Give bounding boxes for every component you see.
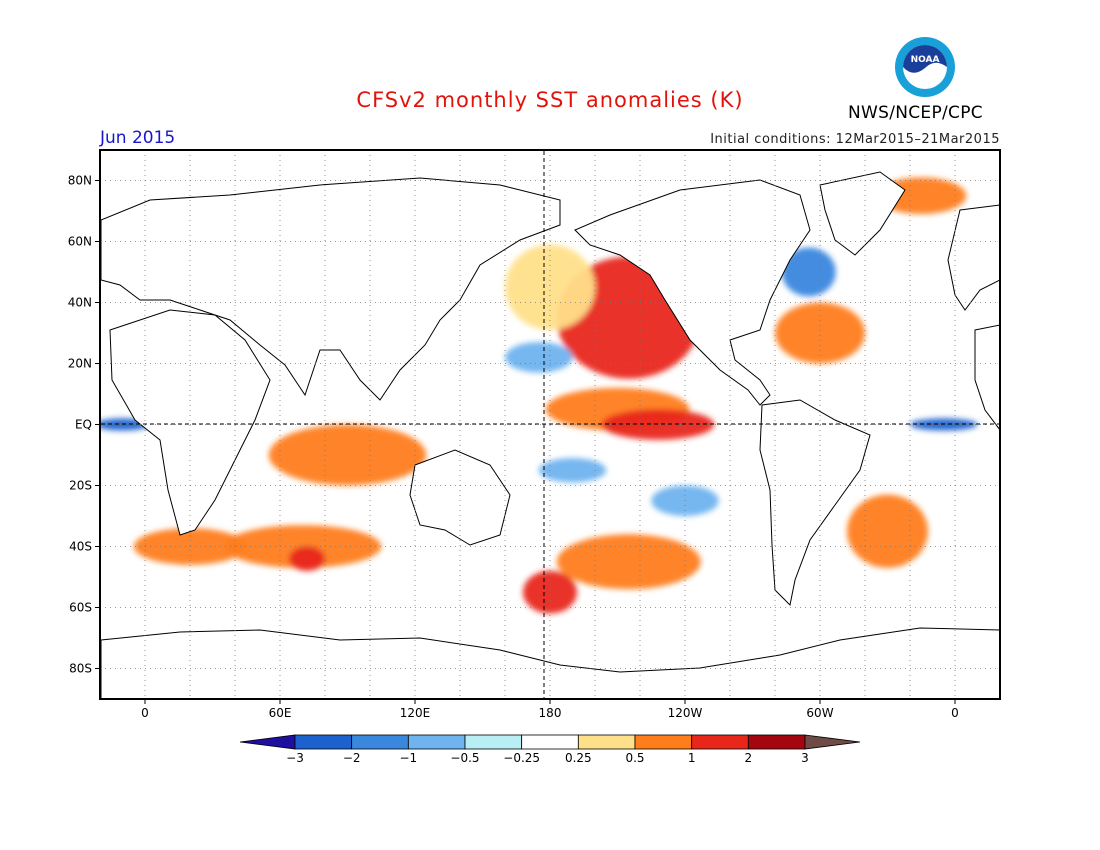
colorbar-swatch <box>521 734 579 750</box>
anomaly-region-5 <box>268 424 427 486</box>
continents <box>101 171 1000 699</box>
colorbar-label: −0.25 <box>503 751 540 765</box>
anomaly-region-17 <box>538 458 607 483</box>
north-america-landmass <box>574 179 811 406</box>
colorbar-swatch <box>351 734 409 750</box>
lon-tick-label: 120W <box>668 706 703 720</box>
anomaly-region-3 <box>505 244 595 330</box>
colorbar-swatch <box>464 734 523 750</box>
colorbar-swatch <box>407 734 466 750</box>
lat-tick-label: 40S <box>69 540 92 554</box>
anomaly-region-6 <box>223 525 382 568</box>
anomaly-region-2 <box>601 409 715 440</box>
chart-title: CFSv2 monthly SST anomalies (K) <box>356 88 744 112</box>
anomaly-region-4 <box>775 302 865 364</box>
anomaly-layer <box>101 177 978 614</box>
lon-tick-label: 0 <box>141 706 149 720</box>
colorbar-swatch <box>747 734 806 750</box>
anomaly-region-9 <box>523 570 577 614</box>
lon-tick-label: 120E <box>400 706 431 720</box>
africa-wrap-landmass <box>974 324 1000 431</box>
latitude-axis: 80N 60N 40N 20N EQ 20S 40S 60S 80S <box>68 174 100 676</box>
lat-tick-label: 80N <box>68 174 92 188</box>
colorbar-min-arrow <box>239 734 296 750</box>
lat-tick-label: 60N <box>68 235 92 249</box>
lat-tick-label: 60S <box>69 601 92 615</box>
lon-tick-label: 180 <box>539 706 562 720</box>
colorbar-label: 2 <box>745 751 753 765</box>
anomaly-region-10 <box>847 494 928 568</box>
lon-tick-label: 60W <box>806 706 833 720</box>
svg-text:NOAA: NOAA <box>911 55 940 65</box>
colorbar: −3 −2 −1 −0.5 −0.25 0.25 0.5 1 2 3 <box>239 734 861 765</box>
lon-tick-label: 60E <box>269 706 292 720</box>
anomaly-region-8 <box>556 534 701 590</box>
longitude-axis: 0 60E 120E 180 120W 60W 0 <box>141 699 959 720</box>
africa-landmass <box>109 309 271 536</box>
south-america-landmass <box>759 399 871 607</box>
colorbar-max-arrow <box>804 734 861 750</box>
agency-label: NWS/NCEP/CPC <box>848 103 983 123</box>
lat-tick-label: EQ <box>75 418 92 432</box>
colorbar-label: 0.25 <box>565 751 592 765</box>
colorbar-swatch <box>577 734 636 750</box>
colorbar-swatch <box>294 734 353 750</box>
eurasia-wrap-landmass <box>947 204 1000 311</box>
colorbar-label: −0.5 <box>450 751 479 765</box>
colorbar-swatch <box>634 734 693 750</box>
colorbar-label: 3 <box>801 751 809 765</box>
colorbar-swatch <box>691 734 749 750</box>
anomaly-region-14 <box>781 247 836 297</box>
lon-tick-label: 0 <box>951 706 959 720</box>
lat-tick-label: 40N <box>68 296 92 310</box>
lat-tick-label: 80S <box>69 662 92 676</box>
colorbar-label: 0.5 <box>625 751 644 765</box>
lat-tick-label: 20N <box>68 357 92 371</box>
forecast-period: Jun 2015 <box>100 128 176 148</box>
eurasia-landmass <box>101 177 561 401</box>
anomaly-region-13 <box>505 342 573 373</box>
colorbar-label: −1 <box>399 751 417 765</box>
antarctica-landmass <box>101 627 1000 699</box>
greenland-landmass <box>819 171 906 256</box>
lat-tick-label: 20S <box>69 479 92 493</box>
anomaly-region-7 <box>289 546 325 571</box>
initial-conditions: Initial conditions: 12Mar2015–21Mar2015 <box>710 132 1000 147</box>
colorbar-label: −3 <box>286 751 304 765</box>
colorbar-label: −2 <box>343 751 361 765</box>
colorbar-label: 1 <box>688 751 696 765</box>
noaa-logo-icon: NOAA <box>895 37 955 97</box>
